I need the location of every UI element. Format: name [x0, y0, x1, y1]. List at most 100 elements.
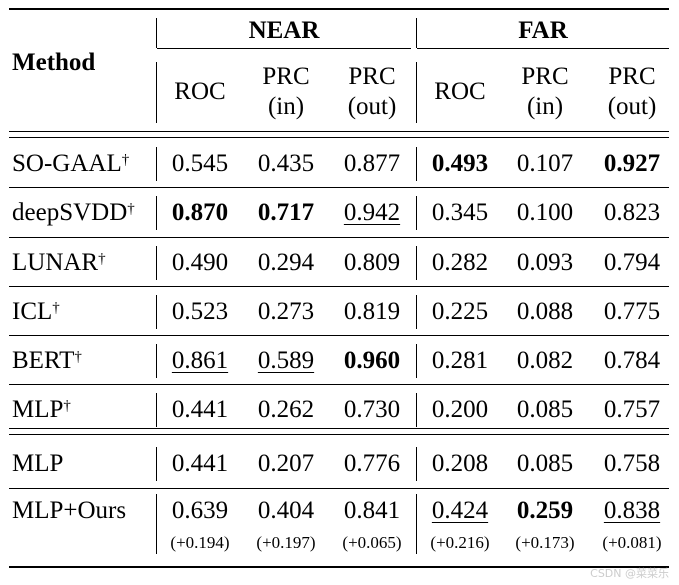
method-name: SO-GAAL: [12, 150, 122, 177]
value-cell: 0.424: [415, 497, 505, 525]
value-cell: 0.960: [327, 347, 417, 375]
column-header-6: PRC (out): [587, 62, 677, 122]
value-text: 0.282: [431, 249, 489, 276]
value-cell: 0.441: [155, 450, 245, 478]
row-separator-far: [416, 494, 417, 554]
value-text: 0.927: [603, 150, 661, 177]
value-text: 0.870: [171, 199, 229, 226]
top-rule: [9, 8, 669, 10]
value-cell: 0.730: [327, 396, 417, 424]
column-header-line1: PRC: [262, 63, 310, 90]
value-text: 0.942: [343, 199, 401, 226]
value-text: 0.819: [343, 298, 401, 325]
row-separator-near: [156, 295, 157, 329]
method-name: LUNAR: [12, 249, 99, 276]
value-text: 0.345: [431, 199, 489, 226]
value-text: 0.776: [343, 450, 401, 477]
value-cell: 0.523: [155, 298, 245, 326]
value-cell: 0.441: [155, 396, 245, 424]
column-header-line1: PRC: [348, 63, 396, 90]
row-rule: [9, 187, 669, 188]
column-header-1: ROC: [174, 78, 226, 105]
value-text: 0.093: [516, 249, 574, 276]
value-cell: 0.085: [500, 450, 590, 478]
value-text: 0.589: [257, 347, 315, 374]
header-separator-far: [416, 18, 417, 48]
column-header-2: PRC (in): [241, 62, 331, 122]
value-text: 0.208: [431, 450, 489, 477]
column-header-line1: PRC: [608, 63, 656, 90]
value-text: 0.784: [603, 347, 661, 374]
value-cell: 0.877: [327, 150, 417, 178]
watermark: CSDN @菜菜乐: [590, 567, 669, 580]
value-text: 0.262: [257, 396, 315, 423]
method-cell: SO-GAAL†: [12, 150, 129, 178]
header-separator-near-2: [156, 62, 157, 123]
value-text: 0.490: [171, 249, 229, 276]
row-separator-near: [156, 393, 157, 427]
value-text: 0.259: [516, 497, 574, 524]
value-cell: 0.281: [415, 347, 505, 375]
value-text: 0.100: [516, 199, 574, 226]
delta-value: (+0.194): [170, 533, 230, 552]
value-text: 0.225: [431, 298, 489, 325]
dagger-mark: †: [98, 251, 106, 267]
value-text: 0.809: [343, 249, 401, 276]
value-text: 0.435: [257, 150, 315, 177]
column-header-3: PRC (out): [327, 62, 417, 122]
row-separator-near: [156, 344, 157, 378]
row-separator-near: [156, 196, 157, 230]
value-cell: 0.838: [587, 497, 677, 525]
value-cell: 0.757: [587, 396, 677, 424]
delta-value: (+0.065): [342, 533, 402, 552]
value-cell: 0.823: [587, 199, 677, 227]
value-cell: 0.200: [415, 396, 505, 424]
value-text: 0.861: [171, 347, 229, 374]
row-separator-far: [416, 246, 417, 280]
row-rule-double: [9, 434, 669, 435]
value-text: 0.200: [431, 396, 489, 423]
value-text: 0.838: [603, 497, 661, 524]
value-cell: 0.294: [241, 249, 331, 277]
value-cell: 0.819: [327, 298, 417, 326]
value-text: 0.841: [343, 497, 401, 524]
row-separator-near: [156, 494, 157, 554]
value-cell: 0.784: [587, 347, 677, 375]
value-text: 0.082: [516, 347, 574, 374]
dagger-mark: †: [74, 349, 82, 365]
method-name: ICL: [12, 298, 53, 325]
row-rule: [9, 335, 669, 336]
value-cell: 0.927: [587, 150, 677, 178]
method-name: deepSVDD: [12, 199, 128, 226]
value-cell: 0.758: [587, 450, 677, 478]
row-separator-far: [416, 393, 417, 427]
value-cell: 0.100: [500, 199, 590, 227]
value-cell: 0.093: [500, 249, 590, 277]
column-header-line2: (in): [526, 93, 564, 120]
value-cell: 0.088: [500, 298, 590, 326]
value-text: 0.424: [431, 497, 489, 524]
value-cell: 0.225: [415, 298, 505, 326]
value-cell: 0.841: [327, 497, 417, 525]
dagger-mark: †: [52, 300, 60, 316]
value-cell: 0.776: [327, 450, 417, 478]
value-cell: 0.942: [327, 199, 417, 227]
value-text: 0.877: [343, 150, 401, 177]
value-text: 0.294: [257, 249, 315, 276]
row-separator-far: [416, 196, 417, 230]
header-separator-near: [156, 18, 157, 48]
value-cell: 0.794: [587, 249, 677, 277]
row-separator-far: [416, 295, 417, 329]
value-text: 0.207: [257, 450, 315, 477]
value-text: 0.441: [171, 450, 229, 477]
value-cell: 0.345: [415, 199, 505, 227]
value-text: 0.639: [171, 497, 229, 524]
value-cell: 0.493: [415, 150, 505, 178]
value-text: 0.088: [516, 298, 574, 325]
value-cell: 0.107: [500, 150, 590, 178]
method-cell: LUNAR†: [12, 249, 106, 277]
row-separator-far: [416, 344, 417, 378]
row-rule: [9, 384, 669, 385]
row-separator-far: [416, 147, 417, 181]
value-cell: 0.589: [241, 347, 331, 375]
